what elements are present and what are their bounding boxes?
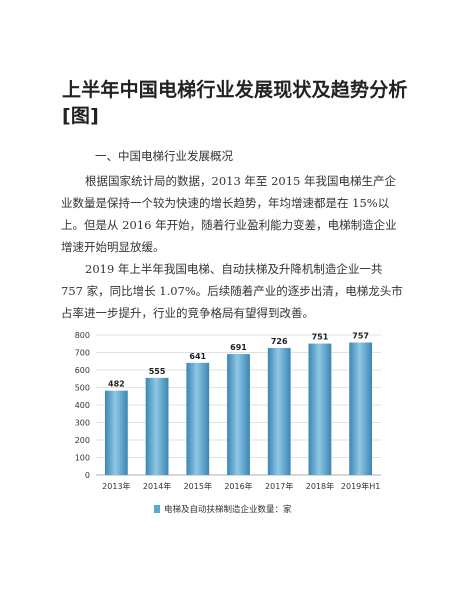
legend-swatch	[154, 505, 160, 513]
y-tick-label: 400	[75, 401, 90, 410]
bar-value-label: 757	[352, 332, 369, 341]
bar	[267, 347, 291, 475]
y-tick-label: 800	[75, 331, 90, 340]
x-tick-label: 2017年	[265, 481, 293, 491]
legend: 电梯及自动扶梯制造企业数量：家	[154, 504, 292, 515]
bar	[308, 343, 332, 475]
bar	[186, 362, 210, 475]
article-title: 上半年中国电梯行业发展现状及趋势分析[图]	[62, 79, 408, 127]
bar	[349, 342, 373, 475]
x-tick-label: 2018年	[306, 481, 334, 491]
enterprise-count-bar-chart: 0 100 200 300 400 500 600 700 800 482 555 641 691 72…	[75, 331, 381, 515]
y-tick-label: 200	[75, 436, 90, 445]
x-tick-label: 2013年	[102, 481, 130, 491]
bar-value-label: 641	[189, 352, 206, 361]
bar	[227, 354, 250, 475]
y-tick-label: 0	[85, 471, 90, 480]
x-tick-label: 2014年	[143, 481, 171, 491]
legend-label: 电梯及自动扶梯制造企业数量：家	[164, 504, 292, 515]
paragraph-2: 2019 年上半年我国电梯、自动扶梯及升降机制造企业一共 757 家，同比增长 …	[61, 262, 403, 320]
bar	[104, 390, 128, 475]
bar-value-label: 482	[108, 380, 125, 389]
bar-value-label: 555	[149, 367, 166, 376]
bar	[145, 377, 169, 475]
bar-value-label: 751	[312, 333, 329, 342]
y-tick-label: 300	[75, 419, 90, 428]
x-tick-label: 2016年	[224, 481, 252, 491]
bar-value-label: 691	[230, 343, 247, 352]
y-axis-ticks: 0 100 200 300 400 500 600 700 800	[75, 331, 90, 480]
paragraph-1: 根据国家统计局的数据，2013 年至 2015 年我国电梯生产企业数量是保持一个…	[61, 174, 397, 254]
x-axis-ticks: 2013年 2014年 2015年 2016年 2017年 2018年 2019年H1	[102, 481, 380, 491]
x-tick-label: 2019年H1	[341, 481, 380, 491]
y-tick-label: 500	[75, 384, 90, 393]
y-tick-label: 600	[75, 366, 90, 375]
x-tick-label: 2015年	[184, 481, 212, 491]
bar-value-label: 726	[271, 337, 288, 346]
bar-value-labels: 482 555 641 691 726 751 757	[108, 332, 369, 389]
bars	[104, 342, 373, 475]
section-heading: 一、中国电梯行业发展概况	[95, 149, 233, 163]
y-tick-label: 700	[75, 349, 90, 358]
y-tick-label: 100	[75, 454, 90, 463]
